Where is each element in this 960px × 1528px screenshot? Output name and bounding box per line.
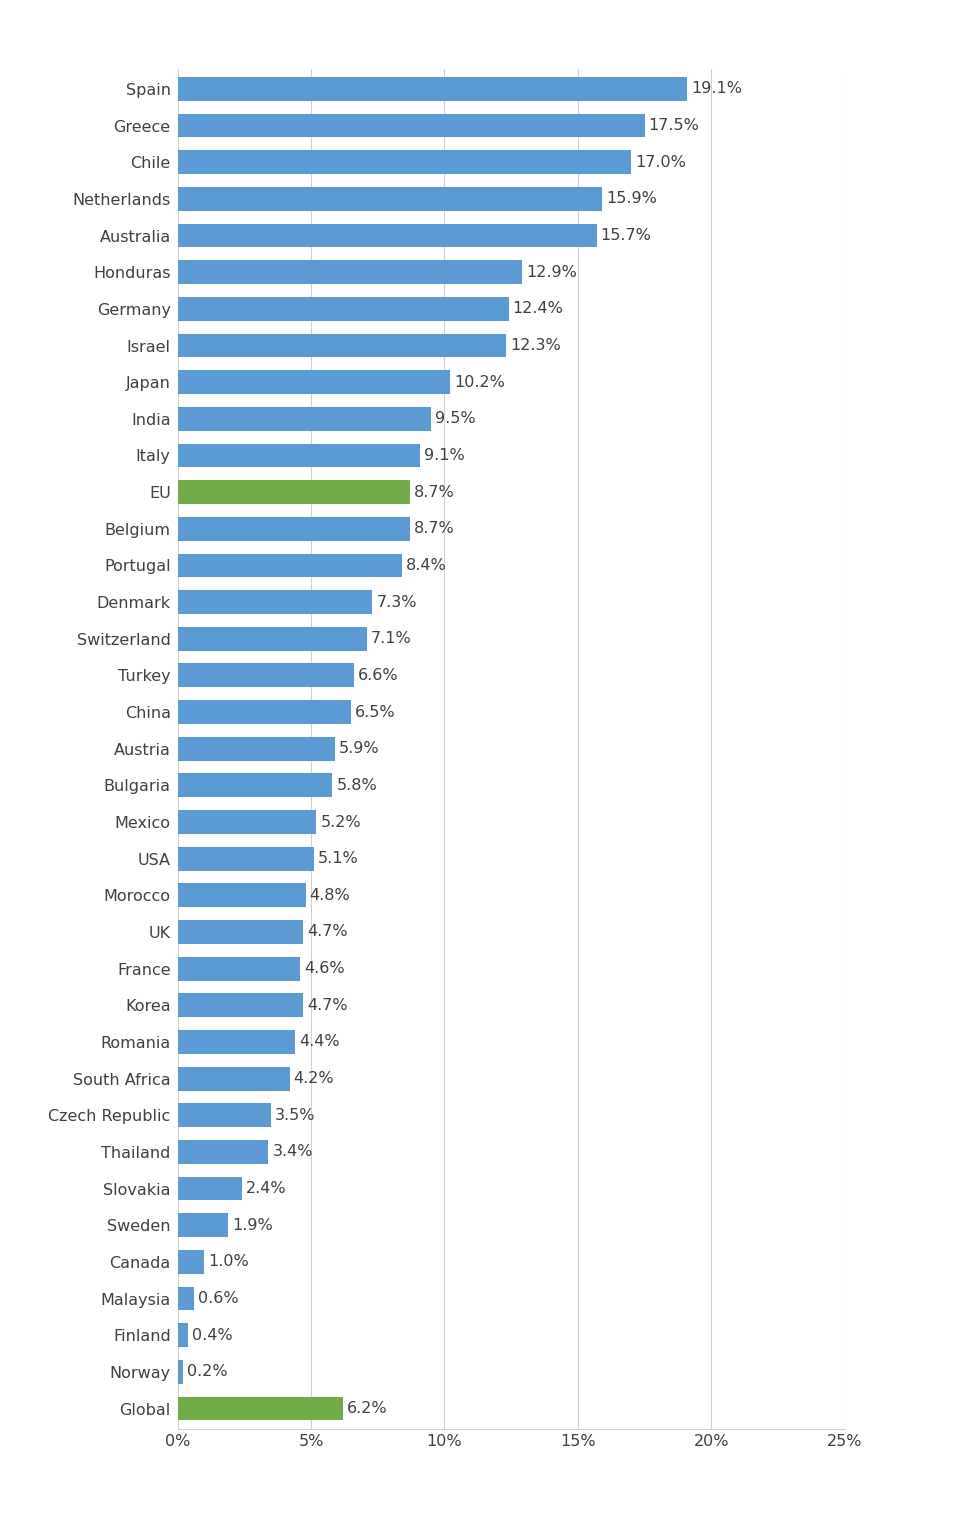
- Text: 8.4%: 8.4%: [406, 558, 446, 573]
- Text: 17.0%: 17.0%: [636, 154, 686, 170]
- Text: 19.1%: 19.1%: [691, 81, 742, 96]
- Bar: [178, 957, 300, 981]
- Text: 6.6%: 6.6%: [358, 668, 398, 683]
- Bar: [178, 1287, 194, 1311]
- Text: 6.5%: 6.5%: [355, 704, 396, 720]
- Bar: [178, 1067, 290, 1091]
- Bar: [178, 1213, 228, 1238]
- Bar: [178, 406, 431, 431]
- Text: 5.9%: 5.9%: [339, 741, 380, 756]
- Bar: [178, 1103, 271, 1128]
- Bar: [178, 150, 632, 174]
- Bar: [178, 480, 410, 504]
- Bar: [178, 113, 645, 138]
- Bar: [178, 516, 410, 541]
- Text: 4.7%: 4.7%: [307, 924, 348, 940]
- Text: 10.2%: 10.2%: [454, 374, 505, 390]
- Bar: [178, 626, 367, 651]
- Text: 12.3%: 12.3%: [510, 338, 561, 353]
- Bar: [178, 663, 353, 688]
- Bar: [178, 1140, 269, 1164]
- Text: 8.7%: 8.7%: [414, 521, 454, 536]
- Text: 5.8%: 5.8%: [336, 778, 377, 793]
- Text: 15.9%: 15.9%: [606, 191, 657, 206]
- Bar: [178, 1177, 242, 1201]
- Bar: [178, 810, 317, 834]
- Bar: [178, 443, 420, 468]
- Text: 12.4%: 12.4%: [513, 301, 564, 316]
- Bar: [178, 76, 687, 101]
- Text: 4.8%: 4.8%: [310, 888, 350, 903]
- Text: 2.4%: 2.4%: [246, 1181, 286, 1196]
- Bar: [178, 883, 305, 908]
- Bar: [178, 223, 596, 248]
- Bar: [178, 773, 332, 798]
- Text: 17.5%: 17.5%: [649, 118, 700, 133]
- Text: 9.1%: 9.1%: [424, 448, 466, 463]
- Bar: [178, 700, 351, 724]
- Text: 0.4%: 0.4%: [192, 1328, 233, 1343]
- Bar: [178, 590, 372, 614]
- Bar: [178, 260, 522, 284]
- Bar: [178, 847, 314, 871]
- Text: 5.1%: 5.1%: [318, 851, 358, 866]
- Text: 8.7%: 8.7%: [414, 484, 454, 500]
- Bar: [178, 1030, 295, 1054]
- Bar: [178, 553, 402, 578]
- Bar: [178, 1323, 188, 1348]
- Text: 1.0%: 1.0%: [208, 1254, 249, 1270]
- Bar: [178, 370, 450, 394]
- Bar: [178, 920, 303, 944]
- Text: 9.5%: 9.5%: [435, 411, 476, 426]
- Text: 0.6%: 0.6%: [198, 1291, 238, 1306]
- Text: 1.9%: 1.9%: [232, 1218, 273, 1233]
- Text: 0.2%: 0.2%: [187, 1365, 228, 1380]
- Bar: [178, 333, 506, 358]
- Text: 3.4%: 3.4%: [273, 1144, 313, 1160]
- Text: 4.6%: 4.6%: [304, 961, 345, 976]
- Text: 4.7%: 4.7%: [307, 998, 348, 1013]
- Bar: [178, 1397, 343, 1421]
- Text: 15.7%: 15.7%: [601, 228, 652, 243]
- Bar: [178, 1360, 183, 1384]
- Text: 7.1%: 7.1%: [372, 631, 412, 646]
- Text: 3.5%: 3.5%: [275, 1108, 316, 1123]
- Bar: [178, 296, 509, 321]
- Text: 5.2%: 5.2%: [321, 814, 361, 830]
- Text: 4.4%: 4.4%: [299, 1034, 340, 1050]
- Text: 7.3%: 7.3%: [376, 594, 417, 610]
- Bar: [178, 186, 602, 211]
- Text: 4.2%: 4.2%: [294, 1071, 334, 1086]
- Bar: [178, 736, 335, 761]
- Bar: [178, 993, 303, 1018]
- Text: 12.9%: 12.9%: [526, 264, 577, 280]
- Bar: [178, 1250, 204, 1274]
- Text: 6.2%: 6.2%: [348, 1401, 388, 1416]
